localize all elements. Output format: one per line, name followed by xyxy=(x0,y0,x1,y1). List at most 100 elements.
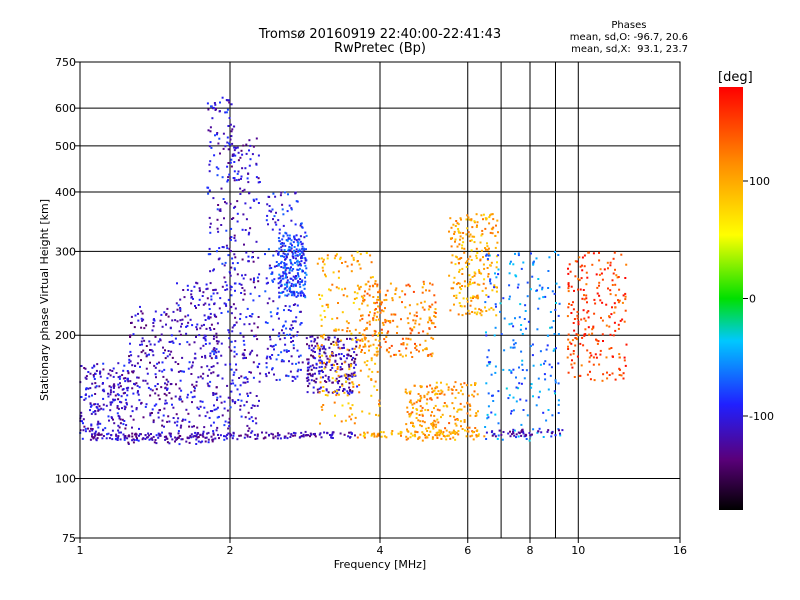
data-point xyxy=(286,253,289,256)
y-tick-label: 75 xyxy=(62,532,76,545)
data-point xyxy=(618,353,621,356)
data-point xyxy=(211,410,214,413)
data-point xyxy=(252,260,255,263)
data-point xyxy=(279,242,282,245)
data-point xyxy=(477,433,480,436)
data-point xyxy=(299,263,302,266)
data-point xyxy=(292,275,295,278)
data-point xyxy=(461,428,464,430)
data-point xyxy=(211,350,214,353)
data-point xyxy=(96,437,99,440)
data-point xyxy=(285,327,288,330)
data-point xyxy=(283,309,285,312)
data-point xyxy=(483,267,486,270)
data-point xyxy=(195,384,198,387)
data-point xyxy=(79,429,82,432)
data-point xyxy=(300,254,303,257)
data-point xyxy=(377,334,379,337)
data-point xyxy=(230,266,233,269)
data-point xyxy=(200,324,203,327)
data-point xyxy=(241,287,244,289)
data-point xyxy=(453,233,456,235)
data-point xyxy=(334,414,336,417)
data-point xyxy=(246,392,249,395)
data-point xyxy=(350,332,353,335)
data-point xyxy=(252,299,255,302)
data-point xyxy=(122,392,125,395)
data-point xyxy=(617,299,619,302)
data-point xyxy=(301,257,304,259)
data-point xyxy=(179,309,182,312)
data-point xyxy=(373,435,376,438)
data-point xyxy=(348,431,351,434)
data-point xyxy=(272,300,275,303)
data-point xyxy=(302,293,305,296)
data-point xyxy=(367,375,370,378)
data-point xyxy=(606,377,609,380)
data-point xyxy=(149,388,152,391)
data-point xyxy=(351,413,354,416)
data-point xyxy=(417,419,420,422)
data-point xyxy=(282,360,285,363)
data-point xyxy=(231,399,234,402)
data-point xyxy=(415,311,418,314)
y-tick-label: 200 xyxy=(55,329,76,342)
data-point xyxy=(278,291,281,294)
data-point xyxy=(289,249,292,252)
data-point xyxy=(583,265,586,268)
data-point xyxy=(353,422,356,425)
data-point xyxy=(378,289,381,292)
data-point xyxy=(386,332,389,335)
data-point xyxy=(215,386,218,389)
data-point xyxy=(389,320,392,322)
data-point xyxy=(207,108,210,111)
data-point xyxy=(436,434,438,437)
data-point xyxy=(199,375,202,378)
data-point xyxy=(240,149,243,152)
data-point xyxy=(168,353,171,356)
data-point xyxy=(551,414,554,417)
data-point xyxy=(522,409,525,411)
data-point xyxy=(477,296,480,299)
data-point xyxy=(434,301,437,304)
data-point xyxy=(208,385,211,388)
data-point xyxy=(586,276,589,279)
data-point xyxy=(510,433,513,436)
data-point xyxy=(204,302,207,305)
data-point xyxy=(139,365,141,368)
data-point xyxy=(138,434,140,437)
data-point xyxy=(377,344,380,347)
data-point xyxy=(476,221,479,224)
data-point xyxy=(281,244,284,247)
data-point xyxy=(272,345,275,348)
data-point xyxy=(413,425,416,428)
data-point xyxy=(334,354,337,357)
data-point xyxy=(374,282,377,285)
data-point xyxy=(321,362,324,365)
data-point xyxy=(570,285,573,288)
data-point xyxy=(318,346,321,349)
data-point xyxy=(233,324,236,327)
data-point xyxy=(229,237,232,240)
data-point xyxy=(299,292,302,295)
data-point xyxy=(299,368,302,371)
data-point xyxy=(208,368,211,371)
data-point xyxy=(343,346,345,349)
data-point xyxy=(236,212,239,215)
data-point xyxy=(201,377,204,380)
data-point xyxy=(351,338,354,341)
data-point xyxy=(567,348,570,350)
data-point xyxy=(301,245,304,248)
data-point xyxy=(458,408,461,411)
data-point xyxy=(419,410,422,412)
data-point xyxy=(374,362,377,365)
data-point xyxy=(341,383,344,386)
data-point xyxy=(476,295,479,298)
data-point xyxy=(132,333,135,336)
data-point xyxy=(123,438,126,441)
data-point xyxy=(358,346,361,349)
data-point xyxy=(281,208,284,211)
data-point xyxy=(343,433,346,436)
data-point xyxy=(170,383,173,385)
data-point xyxy=(191,425,194,428)
